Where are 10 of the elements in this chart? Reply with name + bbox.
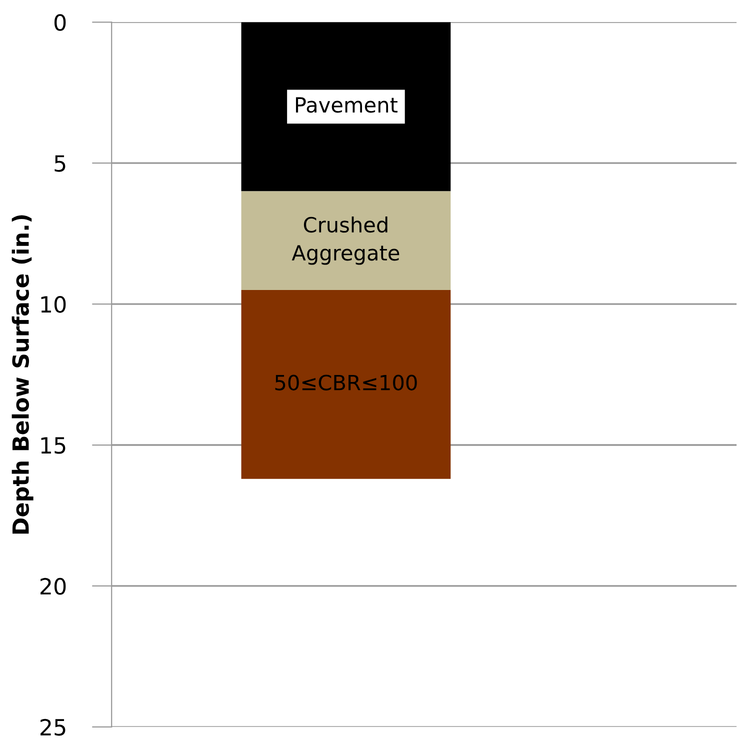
y-tick-label: 5 <box>54 155 66 172</box>
y-tick-label: 0 <box>54 14 66 31</box>
series-label: Pavement <box>296 97 398 113</box>
y-tick-label: 25 <box>40 718 66 736</box>
series-label: 50≤CBR≤100 <box>275 374 417 390</box>
y-axis-title: Depth Below Surface (in.) <box>12 215 34 534</box>
y-tick-label: 15 <box>41 437 66 454</box>
y-tick-label: 10 <box>41 296 66 313</box>
y-tick-label: 20 <box>40 578 66 595</box>
series-label: Crushed Aggregate <box>292 216 400 265</box>
